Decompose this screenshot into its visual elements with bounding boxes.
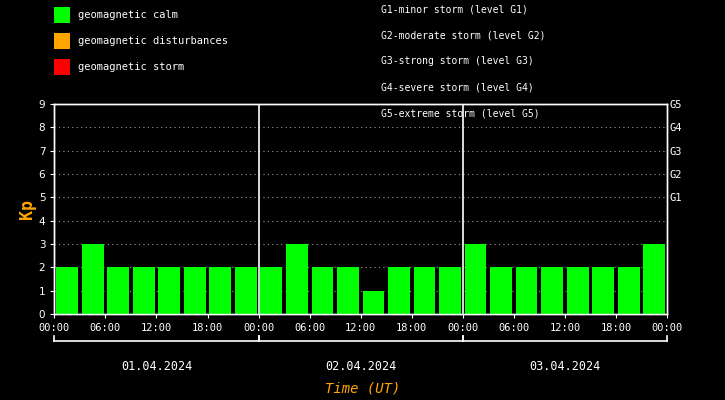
Bar — [107, 267, 129, 314]
Text: G5-extreme storm (level G5): G5-extreme storm (level G5) — [381, 108, 539, 118]
Y-axis label: Kp: Kp — [18, 199, 36, 219]
Text: 03.04.2024: 03.04.2024 — [529, 360, 600, 373]
Bar — [643, 244, 665, 314]
Text: G4-severe storm (level G4): G4-severe storm (level G4) — [381, 82, 534, 92]
Bar — [618, 267, 639, 314]
Bar — [567, 267, 589, 314]
Text: Time (UT): Time (UT) — [325, 382, 400, 396]
Bar — [465, 244, 486, 314]
Bar — [388, 267, 410, 314]
Text: geomagnetic storm: geomagnetic storm — [78, 62, 184, 72]
Bar — [286, 244, 307, 314]
Text: 01.04.2024: 01.04.2024 — [121, 360, 192, 373]
Bar — [57, 267, 78, 314]
Bar — [158, 267, 180, 314]
Bar — [414, 267, 435, 314]
Bar — [515, 267, 537, 314]
Bar — [82, 244, 104, 314]
Text: 02.04.2024: 02.04.2024 — [325, 360, 397, 373]
Text: G2-moderate storm (level G2): G2-moderate storm (level G2) — [381, 30, 545, 40]
Bar — [592, 267, 614, 314]
Bar — [542, 267, 563, 314]
Bar — [362, 291, 384, 314]
Bar — [312, 267, 334, 314]
Bar — [235, 267, 257, 314]
Bar — [490, 267, 512, 314]
Text: G1-minor storm (level G1): G1-minor storm (level G1) — [381, 4, 528, 14]
Text: geomagnetic disturbances: geomagnetic disturbances — [78, 36, 228, 46]
Bar — [133, 267, 154, 314]
Text: geomagnetic calm: geomagnetic calm — [78, 10, 178, 20]
Bar — [184, 267, 206, 314]
Text: G3-strong storm (level G3): G3-strong storm (level G3) — [381, 56, 534, 66]
Bar — [337, 267, 359, 314]
Bar — [210, 267, 231, 314]
Bar — [439, 267, 461, 314]
Bar — [260, 267, 282, 314]
